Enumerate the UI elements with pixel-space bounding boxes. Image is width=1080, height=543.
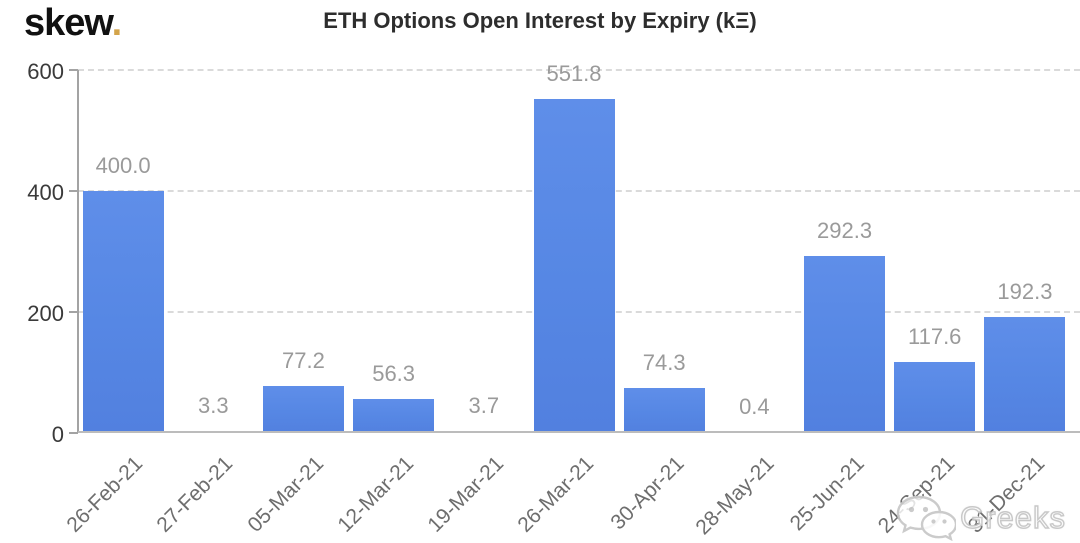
- x-tick-label: 26-Mar-21: [513, 452, 599, 537]
- bar-value-label: 74.3: [642, 350, 686, 376]
- bar: [353, 398, 435, 433]
- watermark: Greeks: [894, 495, 1066, 541]
- x-tick-label: 30-Apr-21: [606, 452, 689, 535]
- y-axis-tick: [69, 432, 78, 434]
- y-tick-label: 200: [27, 301, 64, 326]
- bar-value-label: 77.2: [282, 348, 325, 374]
- gridline-600: [78, 69, 1080, 71]
- bar-value-label: 56.3: [372, 360, 416, 386]
- y-axis-line: [77, 70, 79, 433]
- y-tick-label: 400: [27, 180, 64, 205]
- bar-value-label: 192.3: [997, 278, 1053, 304]
- y-axis-tick: [69, 311, 78, 313]
- y-axis-tick: [69, 190, 78, 192]
- x-tick-label: 19-Mar-21: [423, 452, 509, 537]
- bar-value-label: 292.3: [817, 218, 873, 244]
- bar: [82, 191, 164, 433]
- y-tick-label: 0: [51, 422, 64, 447]
- y-tick-label: 600: [27, 59, 64, 84]
- y-axis-tick: [69, 69, 78, 71]
- skew-logo-text: skew: [24, 2, 113, 44]
- plot-area: 400.0 3.3 77.2 56.3 3.7 551.8 74.3 0.4 292.3 117.…: [78, 61, 1080, 433]
- bar: [262, 386, 344, 433]
- bar: [623, 388, 705, 433]
- bar-value-label: 117.6: [908, 323, 962, 349]
- x-tick-label: 28-May-21: [691, 452, 779, 540]
- bar-value-label: 551.8: [546, 61, 602, 87]
- bar-value-label: 3.3: [197, 393, 229, 419]
- bar-value-label: 400.0: [95, 153, 151, 178]
- wechat-icon: [896, 495, 957, 541]
- chart-title: ETH Options Open Interest by Expiry (kΞ): [323, 8, 757, 33]
- x-tick-label: 26-Feb-21: [62, 452, 148, 537]
- bar-value-label: 3.7: [468, 392, 500, 418]
- bar: [984, 316, 1066, 433]
- skew-logo: skew.: [24, 2, 123, 45]
- bar: [894, 361, 976, 433]
- skew-logo-dot: .: [111, 2, 123, 44]
- x-axis-line: [78, 431, 1080, 433]
- bar: [804, 256, 886, 433]
- watermark-text: Greeks: [959, 499, 1066, 535]
- bar: [533, 99, 615, 433]
- x-tick-label: 27-Feb-21: [152, 452, 238, 537]
- x-tick-label: 12-Mar-21: [333, 452, 418, 537]
- x-tick-label: 05-Mar-21: [242, 452, 328, 537]
- x-tick-label: 25-Jun-21: [785, 452, 869, 536]
- bar-value-label: 0.4: [739, 394, 770, 419]
